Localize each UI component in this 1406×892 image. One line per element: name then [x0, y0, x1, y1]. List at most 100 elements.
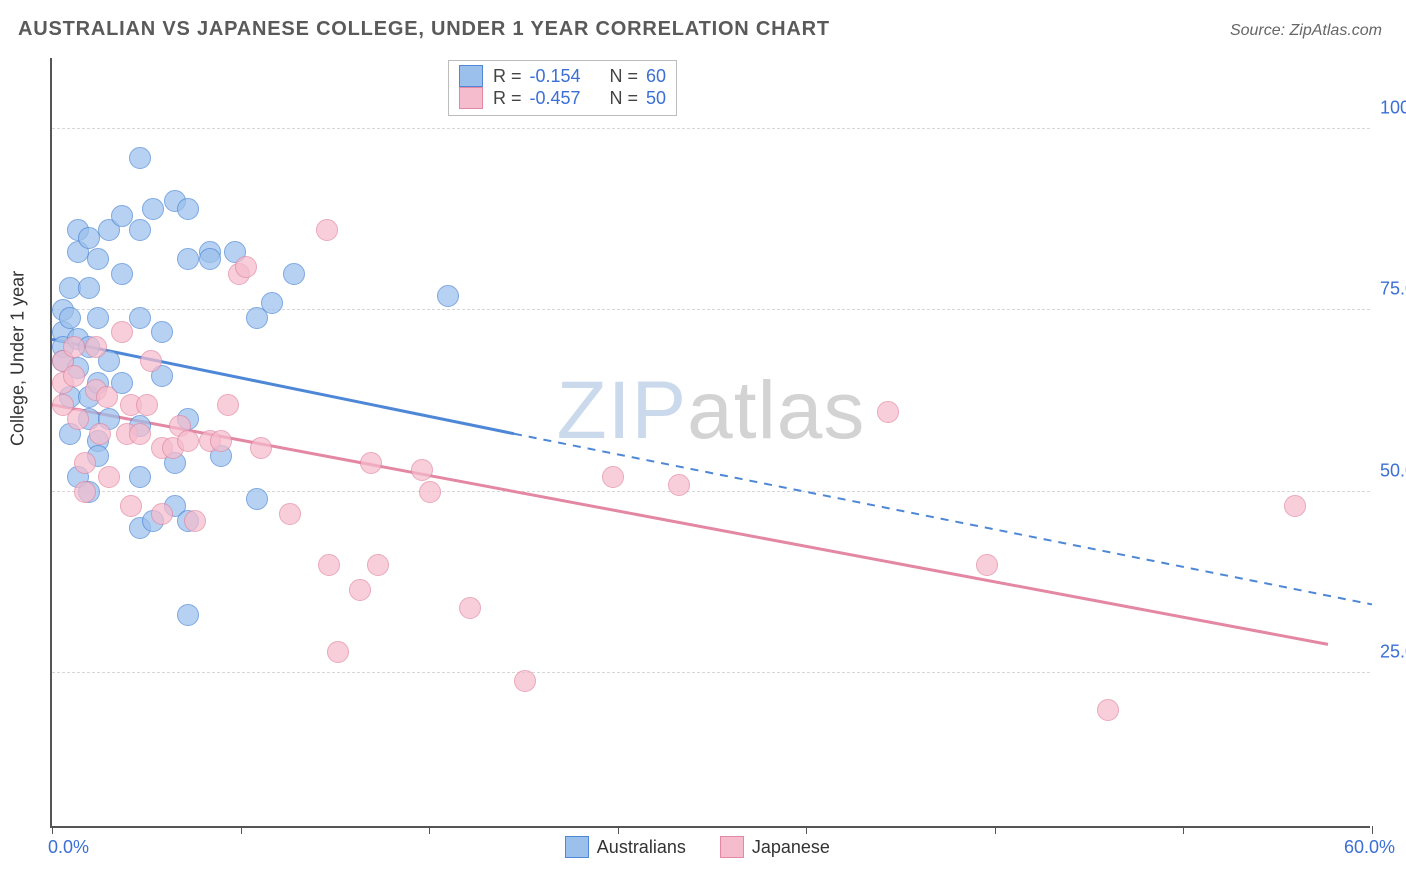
legend-swatch: [720, 836, 744, 858]
data-point: [120, 495, 142, 517]
plot-area: ZIPatlas 25.0%50.0%75.0%100.0%0.0%60.0%R…: [50, 58, 1370, 828]
data-point: [129, 307, 151, 329]
bottom-legend: Australians Japanese: [565, 836, 830, 858]
source-label: Source: ZipAtlas.com: [1230, 22, 1382, 40]
r-value: -0.154: [530, 66, 600, 87]
r-value: -0.457: [530, 88, 600, 109]
data-point: [1284, 495, 1306, 517]
data-point: [283, 263, 305, 285]
x-tick-label: 60.0%: [1344, 837, 1395, 858]
data-point: [63, 365, 85, 387]
data-point: [419, 481, 441, 503]
x-tick: [1372, 826, 1373, 834]
data-point: [74, 481, 96, 503]
x-tick-label: 0.0%: [48, 837, 89, 858]
data-point: [59, 307, 81, 329]
data-point: [318, 554, 340, 576]
data-point: [177, 198, 199, 220]
data-point: [63, 336, 85, 358]
data-point: [602, 466, 624, 488]
n-label: N =: [610, 66, 639, 87]
data-point: [1097, 699, 1119, 721]
data-point: [78, 277, 100, 299]
data-point: [250, 437, 272, 459]
data-point: [210, 430, 232, 452]
data-point: [87, 248, 109, 270]
stats-row: R = -0.154 N = 60: [459, 65, 666, 87]
data-point: [411, 459, 433, 481]
data-point: [279, 503, 301, 525]
data-point: [129, 466, 151, 488]
data-point: [59, 277, 81, 299]
data-point: [316, 219, 338, 241]
data-point: [349, 579, 371, 601]
data-point: [142, 198, 164, 220]
y-tick-label: 75.0%: [1380, 279, 1406, 300]
data-point: [261, 292, 283, 314]
data-point: [199, 248, 221, 270]
data-point: [177, 604, 199, 626]
data-point: [184, 510, 206, 532]
data-point: [136, 394, 158, 416]
data-point: [78, 227, 100, 249]
data-point: [459, 597, 481, 619]
lines-layer: [52, 56, 1372, 826]
legend-swatch: [459, 87, 483, 109]
data-point: [367, 554, 389, 576]
r-label: R =: [493, 66, 522, 87]
legend-swatch: [565, 836, 589, 858]
x-tick: [52, 826, 53, 834]
data-point: [177, 430, 199, 452]
n-value: 60: [646, 66, 666, 87]
data-point: [129, 147, 151, 169]
data-point: [96, 386, 118, 408]
y-tick-label: 100.0%: [1380, 97, 1406, 118]
data-point: [976, 554, 998, 576]
data-point: [877, 401, 899, 423]
data-point: [89, 423, 111, 445]
data-point: [67, 408, 89, 430]
data-point: [87, 307, 109, 329]
x-tick: [806, 826, 807, 834]
regression-line: [52, 405, 1328, 645]
data-point: [129, 423, 151, 445]
data-point: [111, 321, 133, 343]
legend-label: Japanese: [752, 837, 830, 858]
x-tick: [995, 826, 996, 834]
chart-container: AUSTRALIAN VS JAPANESE COLLEGE, UNDER 1 …: [0, 0, 1406, 892]
data-point: [74, 452, 96, 474]
legend-item: Australians: [565, 836, 686, 858]
legend-item: Japanese: [720, 836, 830, 858]
n-label: N =: [610, 88, 639, 109]
y-axis-label: College, Under 1 year: [8, 271, 29, 446]
data-point: [360, 452, 382, 474]
data-point: [327, 641, 349, 663]
data-point: [246, 488, 268, 510]
legend-swatch: [459, 65, 483, 87]
data-point: [140, 350, 162, 372]
x-tick: [1183, 826, 1184, 834]
data-point: [129, 219, 151, 241]
data-point: [98, 466, 120, 488]
data-point: [437, 285, 459, 307]
data-point: [668, 474, 690, 496]
y-tick-label: 50.0%: [1380, 460, 1406, 481]
data-point: [151, 321, 173, 343]
data-point: [111, 263, 133, 285]
y-tick-label: 25.0%: [1380, 642, 1406, 663]
r-label: R =: [493, 88, 522, 109]
legend-label: Australians: [597, 837, 686, 858]
data-point: [177, 248, 199, 270]
data-point: [235, 256, 257, 278]
x-tick: [618, 826, 619, 834]
regression-line-dashed: [514, 434, 1372, 605]
stats-legend: R = -0.154 N = 60 R = -0.457 N = 50: [448, 60, 677, 116]
data-point: [85, 336, 107, 358]
data-point: [151, 503, 173, 525]
n-value: 50: [646, 88, 666, 109]
stats-row: R = -0.457 N = 50: [459, 87, 666, 109]
x-tick: [241, 826, 242, 834]
data-point: [217, 394, 239, 416]
chart-title: AUSTRALIAN VS JAPANESE COLLEGE, UNDER 1 …: [18, 18, 830, 41]
x-tick: [429, 826, 430, 834]
